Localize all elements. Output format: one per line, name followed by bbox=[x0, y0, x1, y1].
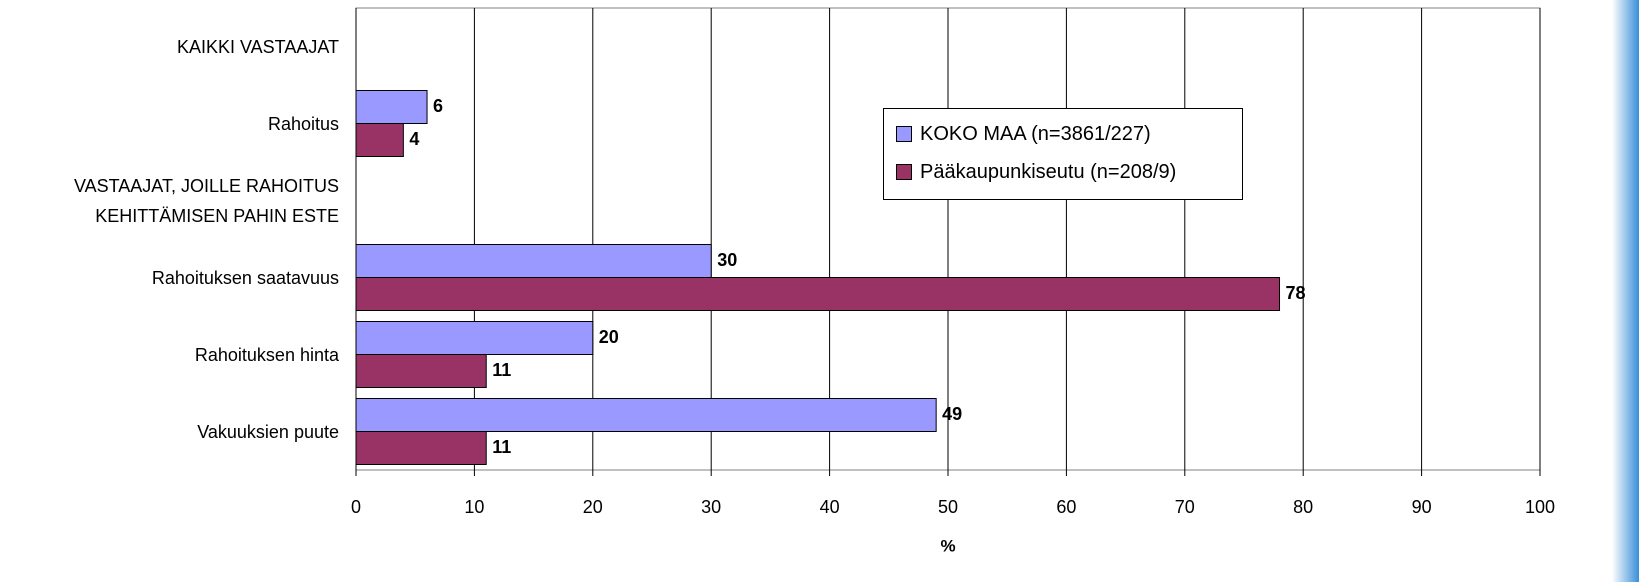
legend-swatch bbox=[896, 164, 912, 180]
value-label: 4 bbox=[409, 129, 419, 149]
x-tick-label: 40 bbox=[820, 497, 840, 517]
legend-label: Pääkaupunkiseutu (n=208/9) bbox=[920, 160, 1177, 183]
y-tick-label: Rahoitus bbox=[267, 113, 339, 134]
value-label: 78 bbox=[1286, 283, 1306, 303]
x-tick-label: 30 bbox=[701, 497, 721, 517]
x-tick-label: 90 bbox=[1412, 497, 1432, 517]
y-tick-label: Vakuuksien puute bbox=[197, 421, 339, 442]
value-label: 11 bbox=[492, 360, 511, 380]
bar bbox=[355, 277, 1281, 311]
value-label: 30 bbox=[717, 250, 737, 270]
y-tick-label: VASTAAJAT, JOILLE RAHOITUS KEHITTÄMISEN … bbox=[73, 175, 339, 226]
x-tick-label: 50 bbox=[938, 497, 958, 517]
value-label: 11 bbox=[492, 437, 511, 457]
bar bbox=[355, 244, 712, 278]
bar bbox=[355, 398, 937, 432]
legend-swatch bbox=[896, 126, 912, 142]
bar bbox=[355, 354, 487, 388]
x-tick-label: 10 bbox=[464, 497, 484, 517]
x-tick-label: 60 bbox=[1056, 497, 1076, 517]
x-tick-label: 100 bbox=[1525, 497, 1555, 517]
legend-item: Pääkaupunkiseutu (n=208/9) bbox=[896, 153, 1230, 191]
x-tick-label: 0 bbox=[351, 497, 361, 517]
x-tick-label: 80 bbox=[1293, 497, 1313, 517]
edge-decoration bbox=[1612, 0, 1639, 582]
bar bbox=[355, 431, 487, 465]
legend-item: KOKO MAA (n=3861/227) bbox=[896, 115, 1230, 153]
bar bbox=[355, 123, 404, 157]
y-tick-label: Rahoituksen saatavuus bbox=[151, 267, 339, 288]
y-tick-label: KAIKKI VASTAAJAT bbox=[176, 36, 339, 57]
x-tick-label: 70 bbox=[1175, 497, 1195, 517]
bar bbox=[355, 321, 594, 355]
y-tick-label: Rahoituksen hinta bbox=[194, 344, 339, 365]
value-label: 20 bbox=[599, 327, 619, 347]
bar bbox=[355, 90, 428, 124]
value-label: 6 bbox=[433, 96, 443, 116]
x-axis-label: % bbox=[940, 536, 955, 555]
x-tick-label: 20 bbox=[583, 497, 603, 517]
legend-label: KOKO MAA (n=3861/227) bbox=[920, 122, 1151, 145]
legend: KOKO MAA (n=3861/227) Pääkaupunkiseutu (n… bbox=[883, 108, 1243, 200]
value-label: 49 bbox=[942, 404, 962, 424]
